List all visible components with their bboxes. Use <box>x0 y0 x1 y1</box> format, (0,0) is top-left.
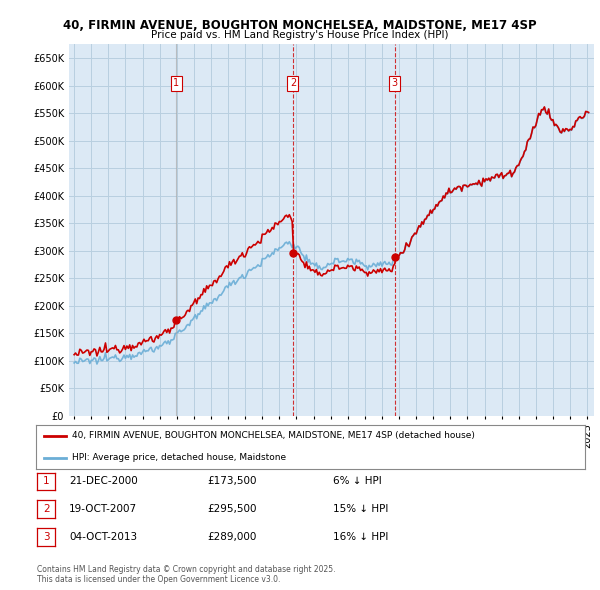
Text: 3: 3 <box>392 78 398 88</box>
Text: Price paid vs. HM Land Registry's House Price Index (HPI): Price paid vs. HM Land Registry's House … <box>151 30 449 40</box>
Text: 16% ↓ HPI: 16% ↓ HPI <box>333 532 388 542</box>
Text: £289,000: £289,000 <box>207 532 256 542</box>
Text: Contains HM Land Registry data © Crown copyright and database right 2025.
This d: Contains HM Land Registry data © Crown c… <box>37 565 336 584</box>
Text: 1: 1 <box>43 477 50 486</box>
Text: 21-DEC-2000: 21-DEC-2000 <box>69 477 138 486</box>
Text: 1: 1 <box>173 78 179 88</box>
Text: 40, FIRMIN AVENUE, BOUGHTON MONCHELSEA, MAIDSTONE, ME17 4SP: 40, FIRMIN AVENUE, BOUGHTON MONCHELSEA, … <box>63 19 537 32</box>
Text: 40, FIRMIN AVENUE, BOUGHTON MONCHELSEA, MAIDSTONE, ME17 4SP (detached house): 40, FIRMIN AVENUE, BOUGHTON MONCHELSEA, … <box>71 431 475 440</box>
Text: £173,500: £173,500 <box>207 477 257 486</box>
Text: 3: 3 <box>43 532 50 542</box>
Text: 2: 2 <box>290 78 296 88</box>
Text: £295,500: £295,500 <box>207 504 257 514</box>
Text: 2: 2 <box>43 504 50 514</box>
Text: 15% ↓ HPI: 15% ↓ HPI <box>333 504 388 514</box>
Text: HPI: Average price, detached house, Maidstone: HPI: Average price, detached house, Maid… <box>71 454 286 463</box>
Text: 19-OCT-2007: 19-OCT-2007 <box>69 504 137 514</box>
Text: 04-OCT-2013: 04-OCT-2013 <box>69 532 137 542</box>
Text: 6% ↓ HPI: 6% ↓ HPI <box>333 477 382 486</box>
